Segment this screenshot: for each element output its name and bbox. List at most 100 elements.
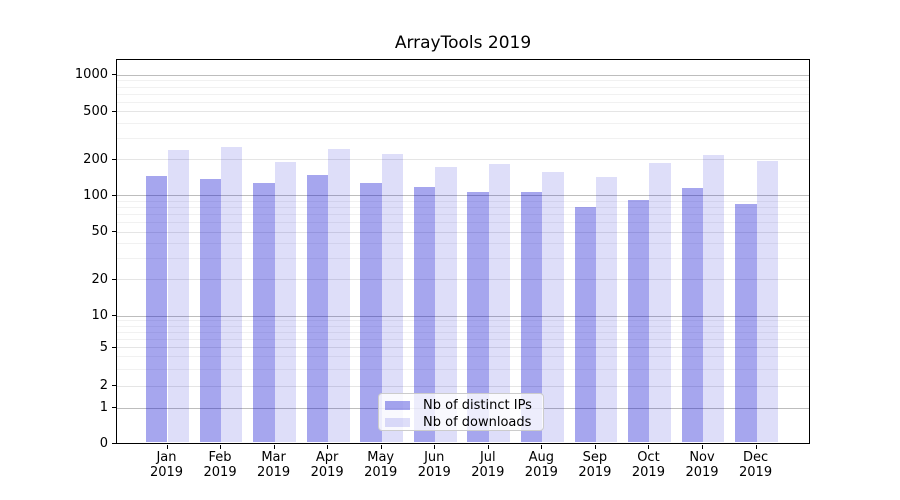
legend-row: Nb of distinct IPs [385,397,543,413]
y-tick-label: 200 [83,151,108,167]
x-tick-mark [487,444,489,449]
x-tick-year: 2019 [149,464,184,480]
x-tick-label: Aug 2019 [509,450,573,480]
x-tick-label: Jul 2019 [456,450,520,480]
gridline-minor [117,368,809,370]
bar-distinct-ips [146,176,168,442]
gridline-minor [117,122,809,124]
chart-title: ArrayTools 2019 [394,33,532,53]
y-tick-mark [112,385,116,387]
gridline-minor [117,279,809,281]
x-tick-month: Aug [528,450,555,465]
x-tick-mark [220,444,222,449]
gridline-minor [117,231,809,233]
bar-distinct-ips [306,174,329,442]
bar-downloads [595,176,618,442]
y-tick-label: 5 [99,339,108,355]
legend-label: Nb of distinct IPs [423,397,532,413]
bar-distinct-ips [467,191,489,442]
gridline-major [117,74,809,76]
x-tick-mark [541,444,543,449]
x-tick-label: Apr 2019 [295,450,359,480]
x-tick-mark [702,444,703,449]
bar-downloads [328,148,350,442]
bar-distinct-ips [413,187,436,442]
gridline-minor [117,331,809,333]
x-tick-year: 2019 [578,464,612,480]
gridline-minor [117,320,809,322]
x-tick-mark [327,444,329,449]
gridline-minor [117,93,809,95]
x-tick-mark [434,444,436,449]
x-tick-month: Sep [582,450,608,465]
x-tick-month: Dec [742,450,769,465]
legend: Nb of distinct IPs Nb of downloads [378,393,544,431]
bar-distinct-ips [360,183,382,442]
x-tick-label: Jan 2019 [135,450,199,480]
y-tick-mark [112,74,116,76]
gridline-minor [117,213,809,215]
bar-downloads [488,164,511,442]
y-tick-mark [112,407,116,409]
x-tick-label: Nov 2019 [670,450,734,480]
bar-downloads [167,150,189,442]
x-tick-month: Jan [156,450,177,465]
y-tick-label: 0 [99,436,108,451]
legend-label: Nb of downloads [423,414,532,430]
x-tick-month: Jun [424,450,445,465]
gridline-minor [117,222,809,223]
gridline-major [117,315,809,317]
bar-downloads [703,155,725,442]
y-tick-label: 50 [91,224,108,240]
bar-distinct-ips [681,188,703,442]
gridline-minor [117,258,809,260]
x-tick-mark [594,444,596,449]
gridline-minor [117,243,809,245]
bar-downloads [221,146,243,442]
gridline-minor [117,206,809,208]
gridline-minor [117,101,809,103]
x-tick-year: 2019 [631,464,665,480]
bar-distinct-ips [735,204,757,442]
gridline-minor [117,200,809,202]
x-tick-year: 2019 [524,464,558,480]
y-tick-mark [112,231,116,233]
y-tick-label: 1000 [74,67,108,83]
x-tick-year: 2019 [310,464,344,480]
y-tick-mark [112,278,116,280]
bar-distinct-ips [574,207,596,442]
y-tick-label: 10 [91,308,108,324]
y-tick-label: 20 [91,271,108,287]
bar-downloads [435,166,457,442]
x-tick-year: 2019 [739,464,773,480]
x-tick-month: May [367,450,395,465]
legend-swatch [385,417,410,427]
x-tick-label: Feb 2019 [188,450,252,480]
gridline-minor [117,356,809,358]
x-tick-mark [273,444,275,449]
bar-downloads [649,163,671,442]
y-tick-label: 500 [83,103,108,119]
gridline-minor [117,385,809,387]
gridline-major [117,195,809,197]
gridline-minor [117,325,809,327]
x-tick-month: Apr [315,450,339,465]
y-tick-mark [112,315,116,317]
x-tick-year: 2019 [471,464,505,480]
bar-downloads [274,161,296,442]
y-tick-mark [112,158,116,160]
x-tick-label: May 2019 [349,450,413,480]
gridline-minor [117,111,809,113]
gridline-minor [117,159,809,161]
bar-distinct-ips [520,192,543,442]
x-tick-month: Oct [637,450,660,465]
gridline-minor [117,347,809,348]
gridline-minor [117,137,809,139]
bar-downloads [542,172,564,442]
x-tick-year: 2019 [364,464,398,480]
y-tick-label: 1 [99,400,108,416]
bar-downloads [756,160,778,442]
y-tick-mark [112,443,116,444]
x-tick-label: Jun 2019 [402,450,466,480]
